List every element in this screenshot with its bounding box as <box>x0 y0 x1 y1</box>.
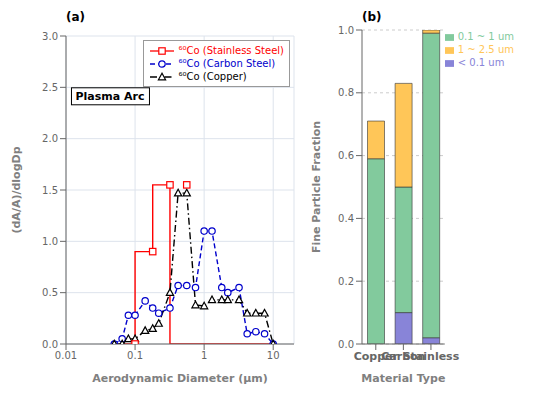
svg-text:0.5: 0.5 <box>42 287 58 298</box>
svg-text:Material Type: Material Type <box>361 372 445 385</box>
html-text:(a): (a) <box>66 10 86 24</box>
svg-text:0.2: 0.2 <box>338 276 354 287</box>
svg-text:0.4: 0.4 <box>338 213 354 224</box>
svg-text:Stainless: Stainless <box>403 350 460 363</box>
svg-text:0.6: 0.6 <box>338 150 354 161</box>
svg-text:Copper: Copper <box>353 349 398 363</box>
svg-text:2.0: 2.0 <box>42 133 58 144</box>
svg-text:1.0: 1.0 <box>338 26 354 36</box>
svg-text:10: 10 <box>267 350 280 361</box>
html-text:⁶⁰Co (Copper): ⁶⁰Co (Copper) <box>178 71 247 82</box>
svg-text:Plasma Arc: Plasma Arc <box>75 90 144 103</box>
svg-text:Fine Particle Fraction: Fine Particle Fraction <box>310 121 323 253</box>
html-text:(b): (b) <box>362 10 382 24</box>
html-text:⁶⁰Co (Stainless Steel): ⁶⁰Co (Stainless Steel) <box>178 45 284 56</box>
svg-text:3.0: 3.0 <box>42 31 58 42</box>
svg-text:1: 1 <box>201 350 207 361</box>
html-text:< 0.1 um: < 0.1 um <box>457 57 505 68</box>
svg-text:(dA/A)/dlogDp: (dA/A)/dlogDp <box>10 146 23 233</box>
svg-text:2.5: 2.5 <box>42 82 58 93</box>
html-text:1 ~ 2.5 um: 1 ~ 2.5 um <box>457 44 514 55</box>
svg-text:1.0: 1.0 <box>42 236 58 247</box>
svg-text:0.0: 0.0 <box>338 339 354 350</box>
html-text:⁶⁰Co (Carbon Steel): ⁶⁰Co (Carbon Steel) <box>178 58 276 69</box>
svg-text:0.01: 0.01 <box>55 350 77 361</box>
svg-text:0.1: 0.1 <box>127 350 143 361</box>
html-text:0.1 ~ 1 um: 0.1 ~ 1 um <box>457 31 514 42</box>
svg-text:1.5: 1.5 <box>42 185 58 196</box>
svg-text:0.8: 0.8 <box>338 87 354 98</box>
svg-text:Aerodynamic Diameter (μm): Aerodynamic Diameter (μm) <box>92 372 268 385</box>
svg-text:0.0: 0.0 <box>42 339 58 350</box>
